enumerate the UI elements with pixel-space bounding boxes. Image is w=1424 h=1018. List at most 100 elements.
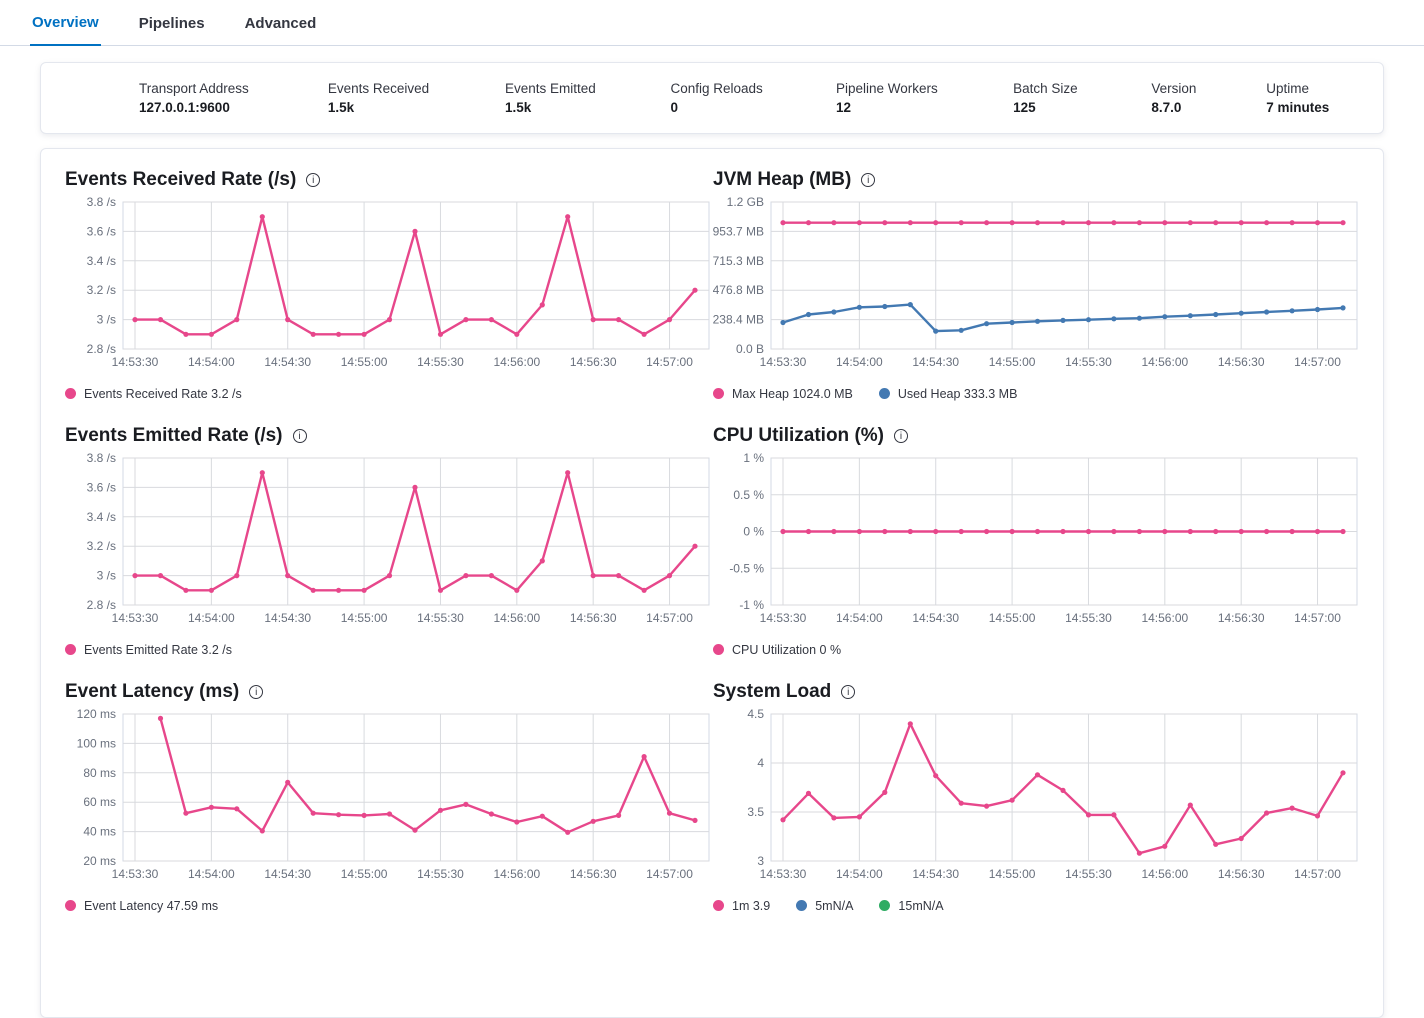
data-point-marker bbox=[539, 558, 545, 564]
charts-grid: Events Received Rate (/s) i 3.8 /s 3.6 /s 3… bbox=[65, 169, 1359, 937]
legend-item[interactable]: Events Emitted Rate 3.2 /s bbox=[65, 643, 232, 657]
info-icon[interactable]: i bbox=[894, 429, 908, 443]
data-point-marker bbox=[984, 803, 990, 809]
info-icon[interactable]: i bbox=[249, 685, 264, 699]
legend-color-dot bbox=[713, 388, 724, 399]
data-point-marker bbox=[1264, 528, 1270, 535]
data-point-marker bbox=[310, 331, 316, 337]
x-axis-tick-label: 14:54:30 bbox=[264, 867, 311, 881]
data-point-marker bbox=[1111, 316, 1117, 322]
y-axis-tick-label: 3.6 /s bbox=[87, 224, 116, 238]
info-icon[interactable]: i bbox=[306, 173, 321, 187]
cpu-utilization-chart: 1 % 0.5 % 0 % -0.5 % -1 %14:53:30 14:54:00 14:… bbox=[729, 451, 1358, 625]
stat-label: Batch Size bbox=[1013, 81, 1078, 96]
x-axis-tick-label: 14:57:00 bbox=[1294, 867, 1341, 881]
legend-item[interactable]: Used Heap 333.3 MB bbox=[878, 386, 1018, 401]
tab-overview[interactable]: Overview bbox=[30, 14, 101, 46]
x-axis-tick-label: 14:55:30 bbox=[417, 611, 464, 625]
data-point-marker bbox=[1060, 317, 1066, 323]
tab-pipelines[interactable]: Pipelines bbox=[137, 14, 207, 45]
legend-item[interactable]: 1m 3.9 bbox=[713, 899, 770, 913]
data-point-marker bbox=[183, 331, 189, 337]
data-point-marker bbox=[361, 587, 367, 593]
data-point-marker bbox=[1111, 220, 1117, 226]
data-point-marker bbox=[336, 331, 342, 337]
data-point-marker bbox=[933, 528, 939, 535]
data-point-marker bbox=[514, 331, 520, 337]
legend-item[interactable]: 15mN/A bbox=[879, 899, 944, 913]
data-point-marker bbox=[1162, 528, 1168, 535]
stat-value: 125 bbox=[1013, 100, 1036, 115]
data-point-marker bbox=[1289, 308, 1295, 314]
x-axis-tick-label: 14:53:30 bbox=[760, 867, 807, 881]
data-point-marker bbox=[386, 317, 393, 323]
info-icon[interactable]: i bbox=[861, 173, 876, 187]
data-point-marker bbox=[616, 317, 622, 323]
data-point-marker bbox=[463, 573, 469, 579]
legend-color-dot bbox=[878, 388, 890, 399]
data-point-marker bbox=[1340, 528, 1346, 535]
data-point-marker bbox=[132, 573, 138, 579]
x-axis-tick-label: 14:54:30 bbox=[264, 611, 311, 625]
node-summary-bar: Transport Address 127.0.0.1:9600 Events … bbox=[40, 62, 1384, 134]
data-point-marker bbox=[1034, 772, 1041, 778]
legend-item[interactable]: CPU Utilization 0 % bbox=[713, 643, 841, 657]
y-axis-tick-label: 3.8 /s bbox=[87, 197, 116, 209]
data-point-marker bbox=[157, 715, 164, 721]
data-point-marker bbox=[208, 587, 214, 593]
x-axis-tick-label: 14:55:30 bbox=[417, 355, 464, 369]
data-point-marker bbox=[666, 573, 673, 579]
legend-item[interactable]: 5mN/A bbox=[796, 899, 853, 913]
legend-color-dot bbox=[796, 900, 808, 911]
data-point-marker bbox=[984, 528, 990, 535]
data-point-marker bbox=[1238, 220, 1244, 226]
x-axis-tick-label: 14:55:00 bbox=[989, 611, 1036, 625]
x-axis-tick-label: 14:55:30 bbox=[1065, 867, 1112, 881]
data-point-marker bbox=[692, 817, 698, 823]
data-point-marker bbox=[590, 317, 596, 323]
data-point-marker bbox=[1314, 306, 1321, 313]
data-point-marker bbox=[666, 810, 673, 816]
data-point-marker bbox=[437, 331, 444, 337]
stat-label: Transport Address bbox=[139, 81, 249, 96]
data-point-marker bbox=[488, 811, 494, 817]
stat-value: 12 bbox=[835, 100, 851, 115]
x-axis-tick-label: 14:56:00 bbox=[1141, 355, 1188, 369]
x-axis-tick-label: 14:55:00 bbox=[341, 355, 388, 369]
data-point-marker bbox=[1034, 220, 1041, 226]
y-axis-tick-label: 120 ms bbox=[77, 709, 116, 721]
x-axis-tick-label: 14:54:30 bbox=[912, 867, 959, 881]
data-point-marker bbox=[856, 528, 862, 535]
legend-item[interactable]: Events Received Rate 3.2 /s bbox=[65, 387, 242, 401]
legend-label: Event Latency 47.59 ms bbox=[84, 898, 219, 913]
x-axis-tick-label: 14:54:00 bbox=[836, 867, 883, 881]
data-point-marker bbox=[1009, 319, 1015, 326]
legend-item[interactable]: Max Heap 1024.0 MB bbox=[713, 387, 853, 401]
legend-item[interactable]: Event Latency 47.59 ms bbox=[65, 899, 218, 913]
data-point-marker bbox=[1187, 220, 1193, 226]
legend-label: Used Heap 333.3 MB bbox=[897, 386, 1018, 401]
stat-value: 1.5k bbox=[327, 100, 355, 115]
chart-title: Event Latency (ms) i bbox=[65, 681, 713, 703]
y-axis-tick-label: 238.4 MB bbox=[713, 313, 764, 327]
stat-value: 7 minutes bbox=[1266, 100, 1330, 115]
data-point-marker bbox=[907, 302, 913, 308]
chart-cpu-utilization: CPU Utilization (%) i 1 % 0.5 % 0 % -0.5 % -1… bbox=[713, 425, 1361, 659]
data-point-marker bbox=[1060, 528, 1066, 535]
x-axis-tick-label: 14:56:00 bbox=[1141, 611, 1188, 625]
legend-label: 5mN/A bbox=[815, 898, 854, 913]
y-axis-tick-label: 715.3 MB bbox=[713, 254, 764, 268]
data-point-marker bbox=[565, 470, 571, 476]
info-icon[interactable]: i bbox=[841, 685, 856, 699]
stat-value: 1.5k bbox=[505, 100, 532, 115]
info-icon[interactable]: i bbox=[292, 429, 307, 443]
events-emitted-rate-chart: 3.8 /s 3.6 /s 3.4 /s 3.2 /s 3 /s 2.8 /s14:53:… bbox=[87, 451, 710, 625]
legend-color-dot bbox=[65, 644, 76, 655]
stat-config-reloads: Config Reloads 0 bbox=[670, 81, 835, 115]
data-point-marker bbox=[780, 528, 786, 535]
data-point-marker bbox=[1034, 318, 1041, 324]
tab-advanced[interactable]: Advanced bbox=[243, 14, 319, 45]
data-point-marker bbox=[1187, 802, 1193, 808]
y-axis-tick-label: 476.8 MB bbox=[713, 283, 764, 297]
legend-color-dot bbox=[65, 900, 76, 911]
